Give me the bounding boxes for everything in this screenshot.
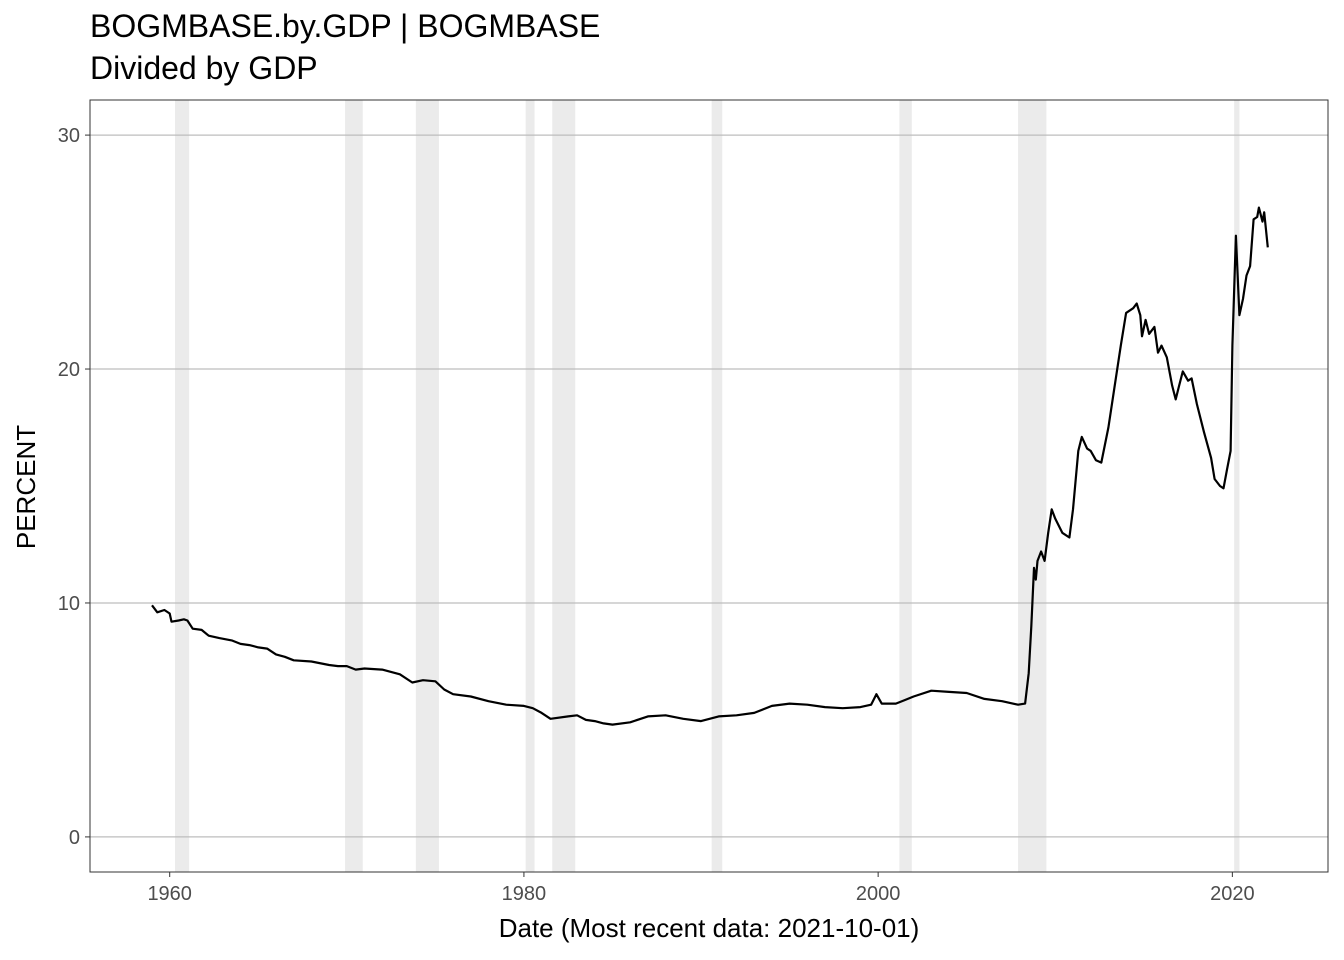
recession-band-2 [415,100,439,872]
recession-band-1 [345,100,363,872]
chart-title: BOGMBASE.by.GDP | BOGMBASE [90,8,601,44]
recession-band-0 [175,100,190,872]
y-tick-label-10: 10 [58,593,80,615]
recession-band-5 [711,100,723,872]
axis-ticks: 0 10 20 30 1960 1980 2000 2020 [58,125,1255,905]
grid-lines [90,134,1328,838]
x-tick-label-1980: 1980 [502,883,547,905]
x-tick-label-2000: 2000 [856,883,901,905]
y-tick-label-30: 30 [58,125,80,147]
y-tick-label-0: 0 [69,827,80,849]
y-tick-label-20: 20 [58,359,80,381]
x-tick-label-2020: 2020 [1210,883,1255,905]
series-line-0 [151,206,1269,726]
recession-band-6 [899,100,912,872]
recession-band-4 [552,100,576,872]
series-layer [151,206,1269,726]
recession-bands [175,100,1240,872]
recession-band-3 [525,100,535,872]
plot-panel-border [89,99,1329,873]
chart-subtitle: Divided by GDP [90,50,318,86]
x-axis-label: Date (Most recent data: 2021-10-01) [498,913,920,943]
recession-band-8 [1234,100,1240,872]
x-tick-label-1960: 1960 [147,883,192,905]
recession-band-7 [1018,100,1047,872]
y-axis-label: PERCENT [11,424,41,550]
